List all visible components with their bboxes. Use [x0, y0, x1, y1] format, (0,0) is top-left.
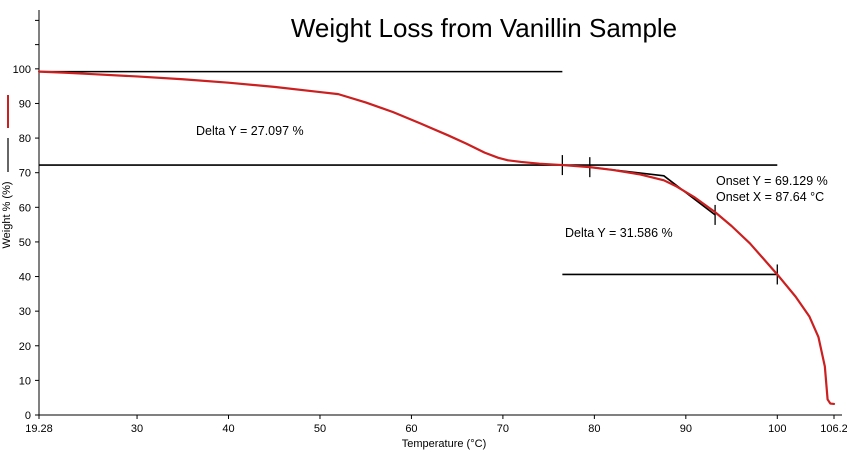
y-tick-label: 0 [25, 410, 31, 422]
annotation-delta-y-upper: Delta Y = 27.097 % [196, 124, 304, 138]
x-tick-label: 70 [497, 423, 509, 435]
x-tick-label: 19.28 [25, 423, 53, 435]
y-tick-label: 20 [19, 341, 31, 353]
y-axis-ticks: 0 10 20 30 40 50 60 70 80 90 100 [13, 19, 39, 422]
x-tick-label: 40 [222, 423, 234, 435]
chart-title: Weight Loss from Vanillin Sample [291, 13, 677, 43]
series-line [37, 70, 836, 406]
x-tick-label: 60 [405, 423, 417, 435]
annotation-onset-y: Onset Y = 69.129 % [716, 174, 828, 188]
y-tick-label: 40 [19, 272, 31, 284]
x-tick-label: 100 [768, 423, 786, 435]
x-axis-label: Temperature (°C) [402, 438, 486, 450]
annotation-delta-y-lower: Delta Y = 31.586 % [565, 226, 673, 240]
y-tick-label: 100 [13, 64, 31, 76]
y-tick-label: 60 [19, 202, 31, 214]
annotation-onset-x: Onset X = 87.64 °C [716, 190, 824, 204]
x-axis-ticks: 19.28 30 40 50 60 70 80 90 100 106.2 [25, 415, 847, 435]
y-tick-label: 10 [19, 375, 31, 387]
x-tick-label: 106.2 [820, 423, 847, 435]
onset-tangent-line [589, 166, 716, 216]
analysis-marks [39, 70, 778, 285]
y-tick-label: 90 [19, 98, 31, 110]
y-tick-label: 30 [19, 306, 31, 318]
x-tick-label: 90 [680, 423, 692, 435]
x-tick-label: 50 [314, 423, 326, 435]
x-tick-label: 30 [131, 423, 143, 435]
x-tick-label: 80 [588, 423, 600, 435]
series-group [37, 70, 836, 406]
y-tick-label: 80 [19, 133, 31, 145]
y-tick-label: 50 [19, 237, 31, 249]
y-axis-label: Weight % (%) [1, 181, 13, 248]
y-tick-label: 70 [19, 168, 31, 180]
